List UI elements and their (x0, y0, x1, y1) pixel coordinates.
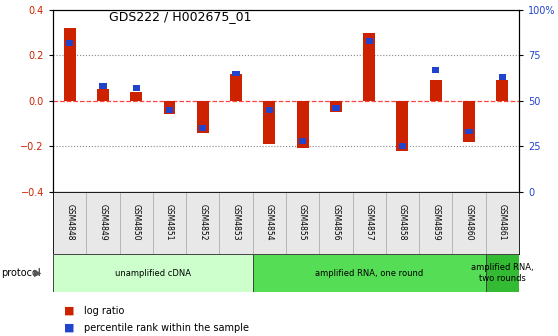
Text: unamplified cDNA: unamplified cDNA (115, 268, 191, 278)
Text: GSM4853: GSM4853 (232, 204, 240, 241)
Bar (86, 192, 119, 254)
Bar (363, 33, 375, 101)
Bar (319, 192, 353, 254)
Bar (64, 28, 76, 101)
Text: GSM4849: GSM4849 (98, 204, 108, 241)
Bar (485, 254, 519, 292)
Bar (97, 89, 109, 101)
Bar (219, 192, 253, 254)
Bar (299, 138, 306, 143)
Bar (353, 192, 386, 254)
Bar (266, 107, 273, 113)
Bar (53, 192, 86, 254)
Text: GSM4850: GSM4850 (132, 204, 141, 241)
Bar (463, 101, 475, 142)
Bar (419, 192, 453, 254)
Bar (66, 40, 73, 46)
Text: GSM4851: GSM4851 (165, 204, 174, 241)
Text: percentile rank within the sample: percentile rank within the sample (84, 323, 249, 333)
Text: GSM4852: GSM4852 (198, 204, 207, 241)
Text: ■: ■ (64, 323, 75, 333)
Bar (485, 192, 519, 254)
Bar (119, 192, 153, 254)
Text: GDS222 / H002675_01: GDS222 / H002675_01 (109, 10, 251, 23)
Bar (332, 105, 340, 111)
Bar (330, 101, 342, 112)
Bar (399, 143, 406, 149)
Bar (186, 192, 219, 254)
Bar (253, 192, 286, 254)
Text: GSM4854: GSM4854 (265, 204, 274, 241)
Bar (253, 254, 485, 292)
Text: ▶: ▶ (34, 268, 42, 278)
Bar (199, 125, 206, 131)
Bar (386, 192, 419, 254)
Bar (297, 101, 309, 149)
Bar (496, 80, 508, 101)
Text: GSM4860: GSM4860 (464, 204, 474, 241)
Bar (230, 74, 242, 101)
Bar (432, 67, 439, 73)
Text: GSM4848: GSM4848 (65, 204, 74, 241)
Bar (397, 101, 408, 151)
Bar (163, 101, 175, 115)
Bar (430, 80, 442, 101)
Bar (465, 129, 473, 134)
Bar (499, 74, 506, 80)
Bar (365, 38, 373, 44)
Text: GSM4858: GSM4858 (398, 204, 407, 241)
Text: amplified RNA, one round: amplified RNA, one round (315, 268, 424, 278)
Text: protocol: protocol (1, 268, 41, 278)
Text: ■: ■ (64, 306, 75, 316)
Text: amplified RNA,
two rounds: amplified RNA, two rounds (471, 263, 533, 283)
Bar (99, 83, 107, 89)
Bar (53, 254, 253, 292)
Bar (263, 101, 275, 144)
Text: GSM4856: GSM4856 (331, 204, 340, 241)
Bar (133, 85, 140, 91)
Bar (130, 92, 142, 101)
Bar (232, 71, 240, 76)
Text: log ratio: log ratio (84, 306, 124, 316)
Bar (166, 107, 173, 113)
Bar (453, 192, 485, 254)
Text: GSM4857: GSM4857 (365, 204, 374, 241)
Text: GSM4855: GSM4855 (298, 204, 307, 241)
Bar (153, 192, 186, 254)
Text: GSM4859: GSM4859 (431, 204, 440, 241)
Text: GSM4861: GSM4861 (498, 204, 507, 241)
Bar (197, 101, 209, 133)
Bar (286, 192, 319, 254)
